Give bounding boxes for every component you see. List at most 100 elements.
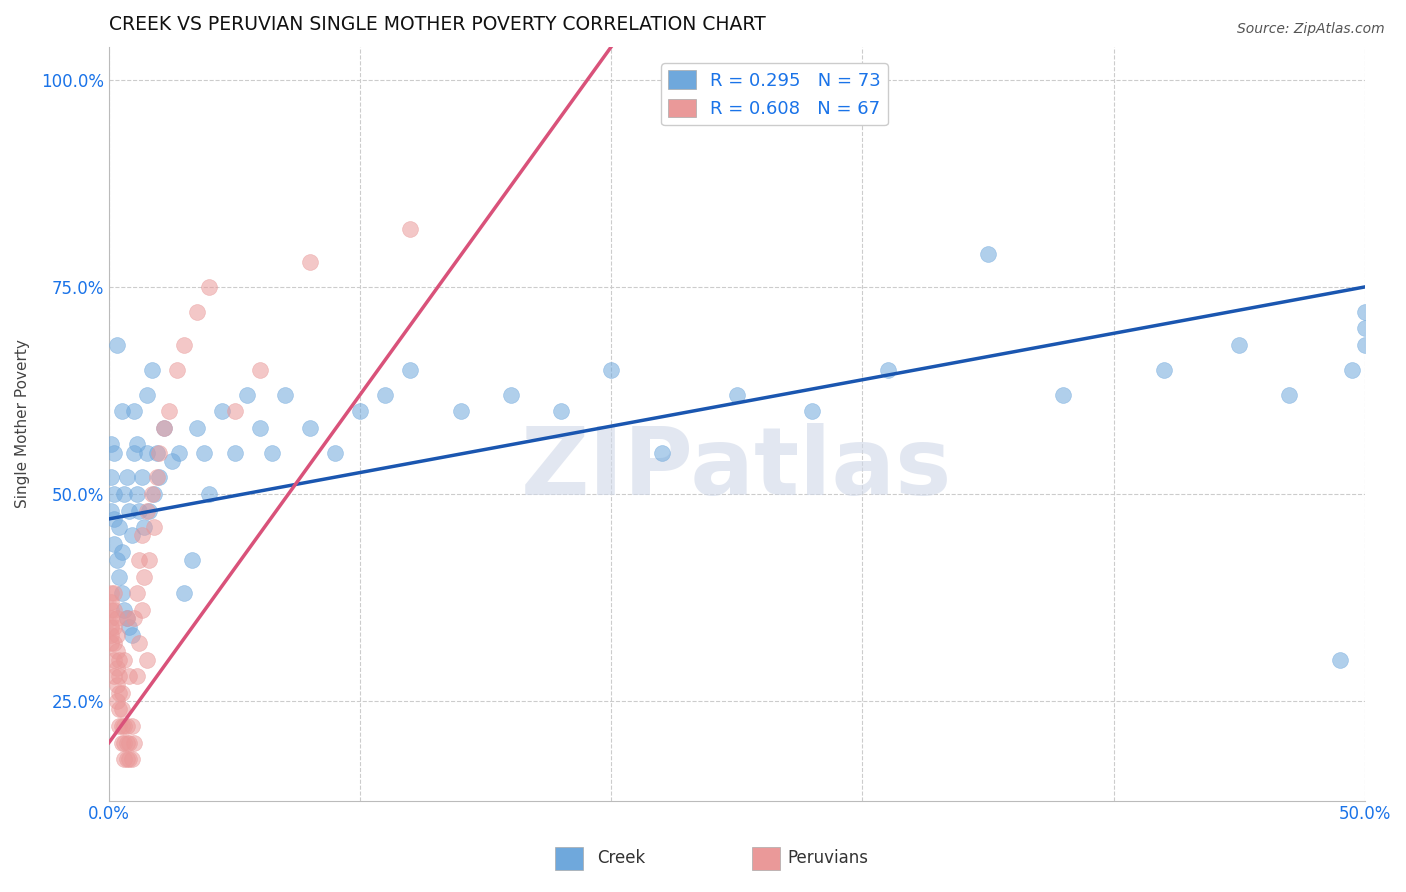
Point (121, 719, 143, 733)
Point (128, 636, 150, 650)
Point (1329, 653, 1351, 667)
Point (110, 586, 132, 600)
Point (128, 503, 150, 517)
Point (169, 445, 191, 459)
Point (193, 445, 215, 459)
Point (103, 669, 125, 683)
Point (103, 445, 125, 459)
Point (224, 445, 246, 459)
Point (173, 586, 195, 600)
Point (110, 736, 132, 750)
Point (105, 661, 128, 675)
Point (450, 404, 472, 418)
Point (1227, 338, 1250, 352)
Point (1354, 305, 1376, 319)
Point (105, 553, 128, 567)
Point (131, 470, 153, 484)
Point (112, 752, 135, 766)
Point (103, 537, 125, 551)
Point (148, 470, 170, 484)
Point (115, 470, 138, 484)
Point (135, 445, 157, 459)
Point (103, 619, 125, 633)
Point (323, 445, 346, 459)
Point (134, 570, 156, 584)
Point (105, 694, 128, 708)
Point (108, 702, 131, 716)
Point (374, 387, 396, 401)
Point (249, 421, 271, 435)
Legend: R = 0.295   N = 73, R = 0.608   N = 67: R = 0.295 N = 73, R = 0.608 N = 67 (661, 63, 889, 126)
Point (103, 636, 125, 650)
Point (186, 421, 208, 435)
Point (141, 487, 163, 501)
Point (100, 437, 122, 451)
Text: Source: ZipAtlas.com: Source: ZipAtlas.com (1237, 22, 1385, 37)
Point (100, 470, 122, 484)
Point (105, 611, 128, 625)
Point (108, 520, 131, 534)
Point (100, 586, 122, 600)
Point (128, 553, 150, 567)
Point (115, 719, 138, 733)
Point (105, 644, 128, 658)
Point (198, 487, 221, 501)
Point (118, 669, 141, 683)
Point (160, 454, 183, 468)
Point (274, 387, 297, 401)
Text: CREEK VS PERUVIAN SINGLE MOTHER POVERTY CORRELATION CHART: CREEK VS PERUVIAN SINGLE MOTHER POVERTY … (110, 15, 766, 34)
Point (122, 445, 145, 459)
Point (1052, 387, 1074, 401)
Point (100, 595, 122, 609)
Point (143, 487, 166, 501)
Point (122, 736, 145, 750)
Point (600, 363, 623, 377)
Point (118, 503, 141, 517)
Point (550, 404, 572, 418)
Text: Peruvians: Peruvians (787, 849, 869, 867)
Point (166, 363, 188, 377)
Point (125, 586, 148, 600)
Point (118, 736, 141, 750)
Point (122, 404, 145, 418)
Point (977, 247, 1000, 261)
Point (349, 404, 371, 418)
Point (125, 437, 148, 451)
Text: ZIPatlas: ZIPatlas (522, 423, 953, 515)
Point (110, 545, 132, 559)
Point (112, 736, 135, 750)
Point (100, 619, 122, 633)
Point (125, 487, 148, 501)
Point (138, 503, 160, 517)
Point (138, 553, 160, 567)
Point (173, 338, 195, 352)
Point (105, 628, 128, 642)
Point (135, 653, 157, 667)
Point (224, 404, 246, 418)
Point (135, 387, 157, 401)
Point (108, 653, 131, 667)
Point (100, 603, 122, 617)
Point (725, 387, 748, 401)
Point (103, 586, 125, 600)
Point (1278, 387, 1301, 401)
Point (121, 752, 143, 766)
Point (131, 603, 153, 617)
Point (105, 338, 128, 352)
Point (110, 404, 132, 418)
Point (134, 520, 156, 534)
Point (148, 445, 170, 459)
Point (121, 528, 143, 542)
Point (876, 363, 898, 377)
Point (125, 669, 148, 683)
Point (131, 528, 153, 542)
Point (118, 619, 141, 633)
Point (100, 636, 122, 650)
Point (103, 512, 125, 526)
Point (399, 222, 422, 236)
Point (249, 363, 271, 377)
Point (108, 686, 131, 700)
Point (112, 487, 135, 501)
Point (499, 387, 522, 401)
Point (108, 719, 131, 733)
